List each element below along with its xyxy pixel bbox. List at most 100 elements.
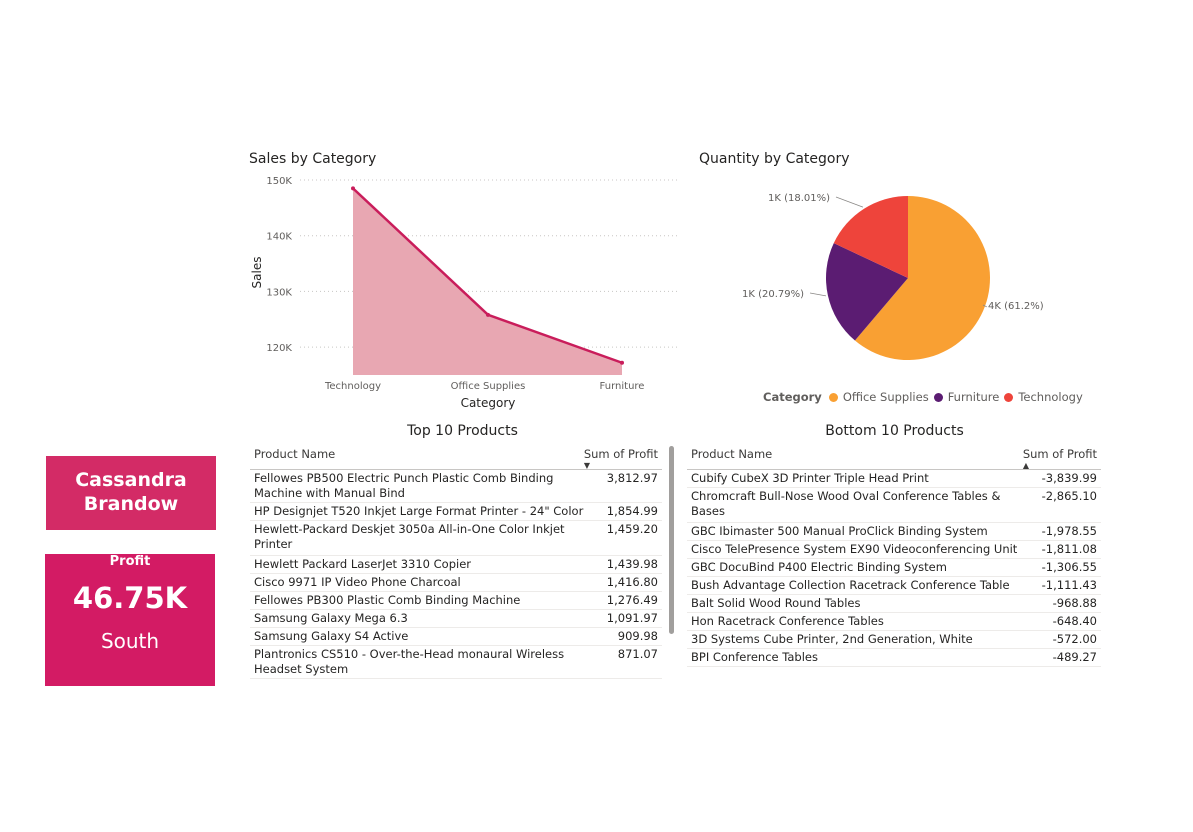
y-tick-label: 120K	[266, 343, 292, 354]
table-row[interactable]: Bush Advantage Collection Racetrack Conf…	[687, 577, 1101, 595]
data-point-office-supplies[interactable]	[486, 312, 490, 317]
data-point-technology[interactable]	[351, 186, 355, 191]
legend-dot-technology	[1004, 392, 1014, 402]
product-name-cell: BPI Conference Tables	[691, 650, 818, 664]
table-row[interactable]: Cubify CubeX 3D Printer Triple Head Prin…	[687, 470, 1101, 488]
legend-furniture[interactable]: Furniture	[947, 390, 1000, 404]
y-tick-label: 140K	[266, 232, 292, 243]
table-row[interactable]: Cisco 9971 IP Video Phone Charcoal 1,416.…	[250, 574, 662, 592]
pie-leader-line	[982, 304, 988, 308]
bottom-col-product-name[interactable]: Product Name	[691, 447, 773, 461]
profit-cell: -648.40	[1052, 614, 1097, 628]
table-scrollbar[interactable]	[669, 446, 674, 634]
profit-cell: 1,439.98	[606, 557, 658, 571]
legend-dot-office-supplies	[828, 392, 838, 402]
profit-cell: -489.27	[1052, 650, 1097, 664]
product-name-cell: 3D Systems Cube Printer, 2nd Generation,…	[691, 632, 973, 646]
area-fill	[353, 188, 622, 375]
profit-cell: -3,839.99	[1041, 471, 1097, 485]
profit-label: Profit	[109, 554, 151, 569]
table-row[interactable]: Cisco TelePresence System EX90 Videoconf…	[687, 541, 1101, 559]
top-table-title: Top 10 Products	[407, 423, 518, 439]
profit-cell: -1,111.43	[1041, 578, 1097, 592]
table-row[interactable]: Chromcraft Bull-Nose Wood Oval Conferenc…	[687, 488, 1101, 523]
product-name-cell: Fellowes PB500 Electric Punch Plastic Co…	[254, 471, 554, 500]
y-axis-label: Sales	[250, 257, 264, 289]
table-row[interactable]: GBC Ibimaster 500 Manual ProClick Bindin…	[687, 523, 1101, 541]
product-name-cell: Samsung Galaxy Mega 6.3	[254, 611, 408, 625]
data-point-furniture[interactable]	[620, 360, 624, 365]
profit-cell: -572.00	[1052, 632, 1097, 646]
bottom-table-body: Cubify CubeX 3D Printer Triple Head Prin…	[687, 470, 1101, 667]
pie-data-label: 1K (18.01%)	[768, 193, 830, 204]
x-axis-label: Category	[461, 396, 516, 410]
sort-asc-icon: ▲	[1022, 461, 1029, 470]
profit-cell: 3,812.97	[606, 471, 658, 485]
sales-chart-title: Sales by Category	[249, 151, 377, 167]
pie-legend: Category Office Supplies Furniture Techn…	[763, 390, 1083, 404]
product-name-cell: HP Designjet T520 Inkjet Large Format Pr…	[254, 504, 584, 518]
profit-card: Profit 46.75K South	[45, 554, 215, 686]
pie-data-label: 1K (20.79%)	[742, 289, 804, 300]
product-name-cell: Bush Advantage Collection Racetrack Conf…	[691, 578, 1010, 592]
pie-data-label: 4K (61.2%)	[988, 301, 1044, 312]
product-name-cell: Balt Solid Wood Round Tables	[691, 596, 861, 610]
product-name-cell: Cubify CubeX 3D Printer Triple Head Prin…	[691, 471, 929, 485]
table-row[interactable]: Samsung Galaxy S4 Active 909.98	[250, 628, 662, 646]
table-row[interactable]: BPI Conference Tables -489.27	[687, 649, 1101, 667]
product-name-cell: Chromcraft Bull-Nose Wood Oval Conferenc…	[691, 489, 1001, 518]
employee-name: Cassandra Brandow	[75, 469, 187, 515]
table-row[interactable]: Balt Solid Wood Round Tables -968.88	[687, 595, 1101, 613]
table-row[interactable]: Samsung Galaxy Mega 6.3 1,091.97	[250, 610, 662, 628]
pie-leader-line	[835, 196, 864, 208]
top-table-header: Product Name Sum of Profit ▼	[250, 445, 662, 470]
pie-leader-line	[809, 292, 826, 297]
profit-cell: -1,811.08	[1041, 542, 1097, 556]
profit-cell: 909.98	[617, 629, 658, 643]
profit-cell: 1,416.80	[606, 575, 658, 589]
table-row[interactable]: Fellowes PB300 Plastic Comb Binding Mach…	[250, 592, 662, 610]
profit-cell: 1,091.97	[606, 611, 658, 625]
x-tick-label: Furniture	[600, 381, 645, 392]
table-row[interactable]: Hon Racetrack Conference Tables -648.40	[687, 613, 1101, 631]
sales-area-chart: 150K 140K 130K 120K Technology Office Supplie…	[250, 176, 677, 410]
table-row[interactable]: 3D Systems Cube Printer, 2nd Generation,…	[687, 631, 1101, 649]
bottom-table-title: Bottom 10 Products	[825, 423, 964, 439]
top-col-sum-profit[interactable]: Sum of Profit ▼	[584, 445, 658, 470]
legend-technology[interactable]: Technology	[1018, 390, 1083, 404]
profit-cell: 1,459.20	[606, 522, 658, 536]
product-name-cell: Fellowes PB300 Plastic Comb Binding Mach…	[254, 593, 521, 607]
product-name-cell: Samsung Galaxy S4 Active	[254, 629, 409, 643]
pie-slice-furniture[interactable]	[826, 243, 908, 341]
table-row[interactable]: Fellowes PB500 Electric Punch Plastic Co…	[250, 470, 662, 503]
table-row[interactable]: Hewlett Packard LaserJet 3310 Copier 1,43…	[250, 556, 662, 574]
pie-slice-office-supplies[interactable]	[854, 196, 990, 360]
profit-cell: 871.07	[617, 647, 658, 661]
x-tick-label: Office Supplies	[451, 381, 526, 392]
top-col-product-name[interactable]: Product Name	[254, 447, 336, 461]
profit-cell: -968.88	[1052, 596, 1097, 610]
y-tick-label: 150K	[266, 176, 292, 187]
profit-cell: -2,865.10	[1041, 489, 1097, 503]
product-name-cell: Hewlett-Packard Deskjet 3050a All-in-One…	[254, 522, 565, 551]
table-row[interactable]: HP Designjet T520 Inkjet Large Format Pr…	[250, 503, 662, 521]
product-name-cell: Cisco 9971 IP Video Phone Charcoal	[254, 575, 461, 589]
profit-value: 46.75K	[72, 581, 188, 615]
quantity-chart-title: Quantity by Category	[699, 151, 850, 167]
quantity-pie-chart: 4K (61.2%) 1K (20.79%) 1K (18.01%)	[742, 193, 1044, 360]
legend-title: Category	[763, 390, 822, 404]
x-tick-label: Technology	[324, 381, 381, 392]
profit-cell: 1,854.99	[606, 504, 658, 518]
table-row[interactable]: Hewlett-Packard Deskjet 3050a All-in-One…	[250, 521, 662, 556]
bottom-col-sum-profit-label: Sum of Profit	[1022, 447, 1097, 461]
product-name-cell: Hon Racetrack Conference Tables	[691, 614, 884, 628]
table-row[interactable]: GBC DocuBind P400 Electric Binding Syste…	[687, 559, 1101, 577]
bottom-col-sum-profit[interactable]: Sum of Profit ▲	[1022, 445, 1097, 470]
pie-slice-technology[interactable]	[833, 196, 908, 278]
profit-cell: -1,306.55	[1041, 560, 1097, 574]
top-products-table: Product Name Sum of Profit ▼ Fellowes PB…	[250, 445, 662, 679]
table-row[interactable]: Plantronics CS510 - Over-the-Head monaur…	[250, 646, 662, 679]
product-name-cell: Plantronics CS510 - Over-the-Head monaur…	[254, 647, 565, 676]
legend-office-supplies[interactable]: Office Supplies	[842, 390, 929, 404]
top-table-body: Fellowes PB500 Electric Punch Plastic Co…	[250, 470, 662, 679]
